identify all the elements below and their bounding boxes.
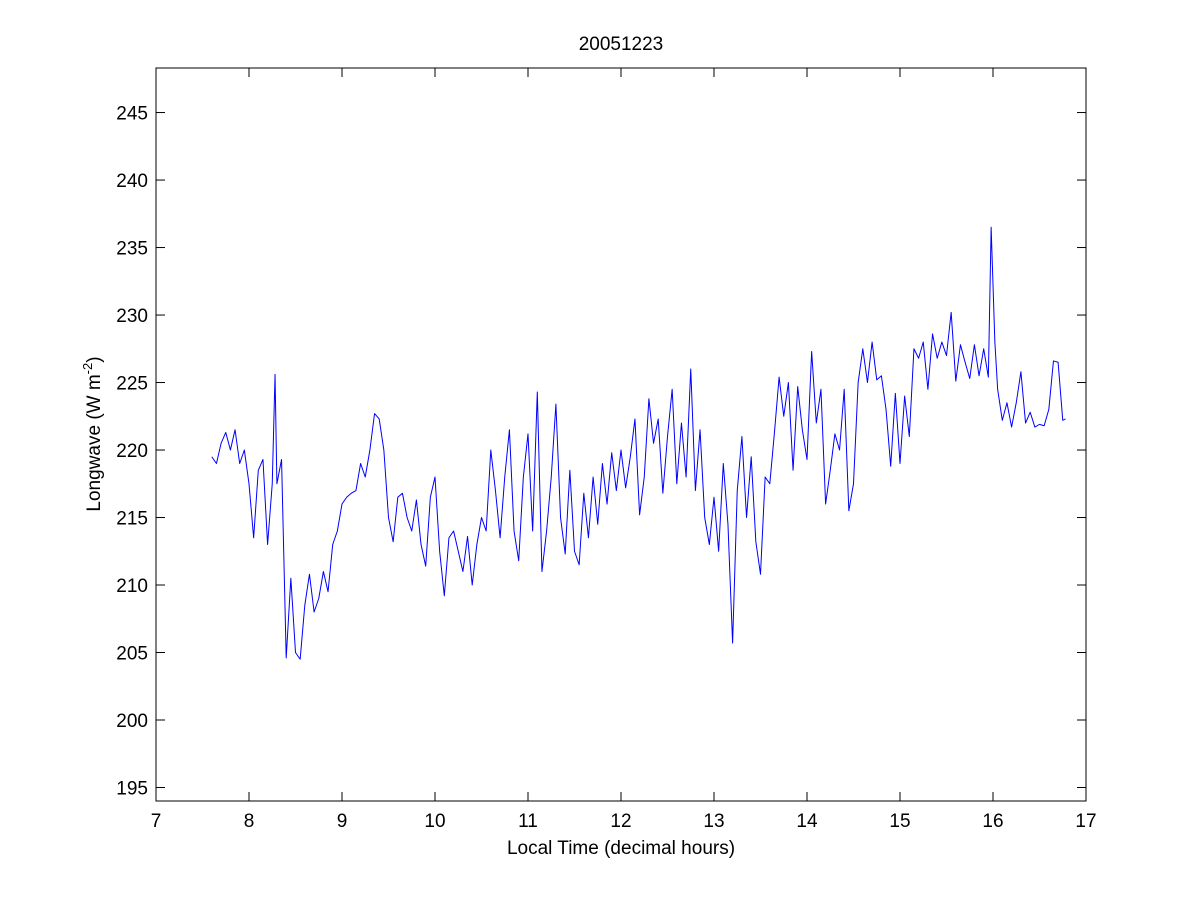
- x-tick-label: 8: [244, 811, 255, 832]
- x-tick-label: 10: [424, 811, 445, 832]
- chart-title: 20051223: [579, 34, 664, 55]
- y-tick-label: 220: [116, 441, 148, 462]
- x-tick-label: 13: [703, 811, 724, 832]
- y-tick-label: 215: [116, 509, 148, 530]
- y-tick-label: 200: [116, 711, 148, 732]
- y-tick-label: 195: [116, 779, 148, 800]
- y-axis-label: Longwave (W m-2): [80, 356, 105, 511]
- y-tick-label: 210: [116, 576, 148, 597]
- data-line: [211, 226, 1066, 660]
- x-tick-label: 11: [518, 811, 538, 832]
- y-label-text: Longwave (W m: [84, 374, 105, 511]
- y-tick-label: 235: [116, 239, 148, 260]
- x-tick-label: 17: [1075, 811, 1096, 832]
- x-tick-label: 16: [982, 811, 1003, 832]
- x-tick-label: 12: [610, 811, 631, 832]
- y-tick-label: 245: [116, 104, 148, 125]
- x-tick-label: 9: [337, 811, 348, 832]
- y-label-superscript: -2: [80, 363, 95, 375]
- y-label-suffix: ): [84, 356, 105, 362]
- x-tick-label: 7: [151, 811, 162, 832]
- x-axis-label: Local Time (decimal hours): [507, 838, 735, 859]
- y-tick-label: 230: [116, 306, 148, 327]
- x-tick-label: 14: [796, 811, 818, 832]
- x-tick-label: 15: [889, 811, 910, 832]
- y-tick-label: 205: [116, 644, 148, 665]
- y-tick-label: 240: [116, 171, 148, 192]
- y-tick-label: 225: [116, 374, 148, 395]
